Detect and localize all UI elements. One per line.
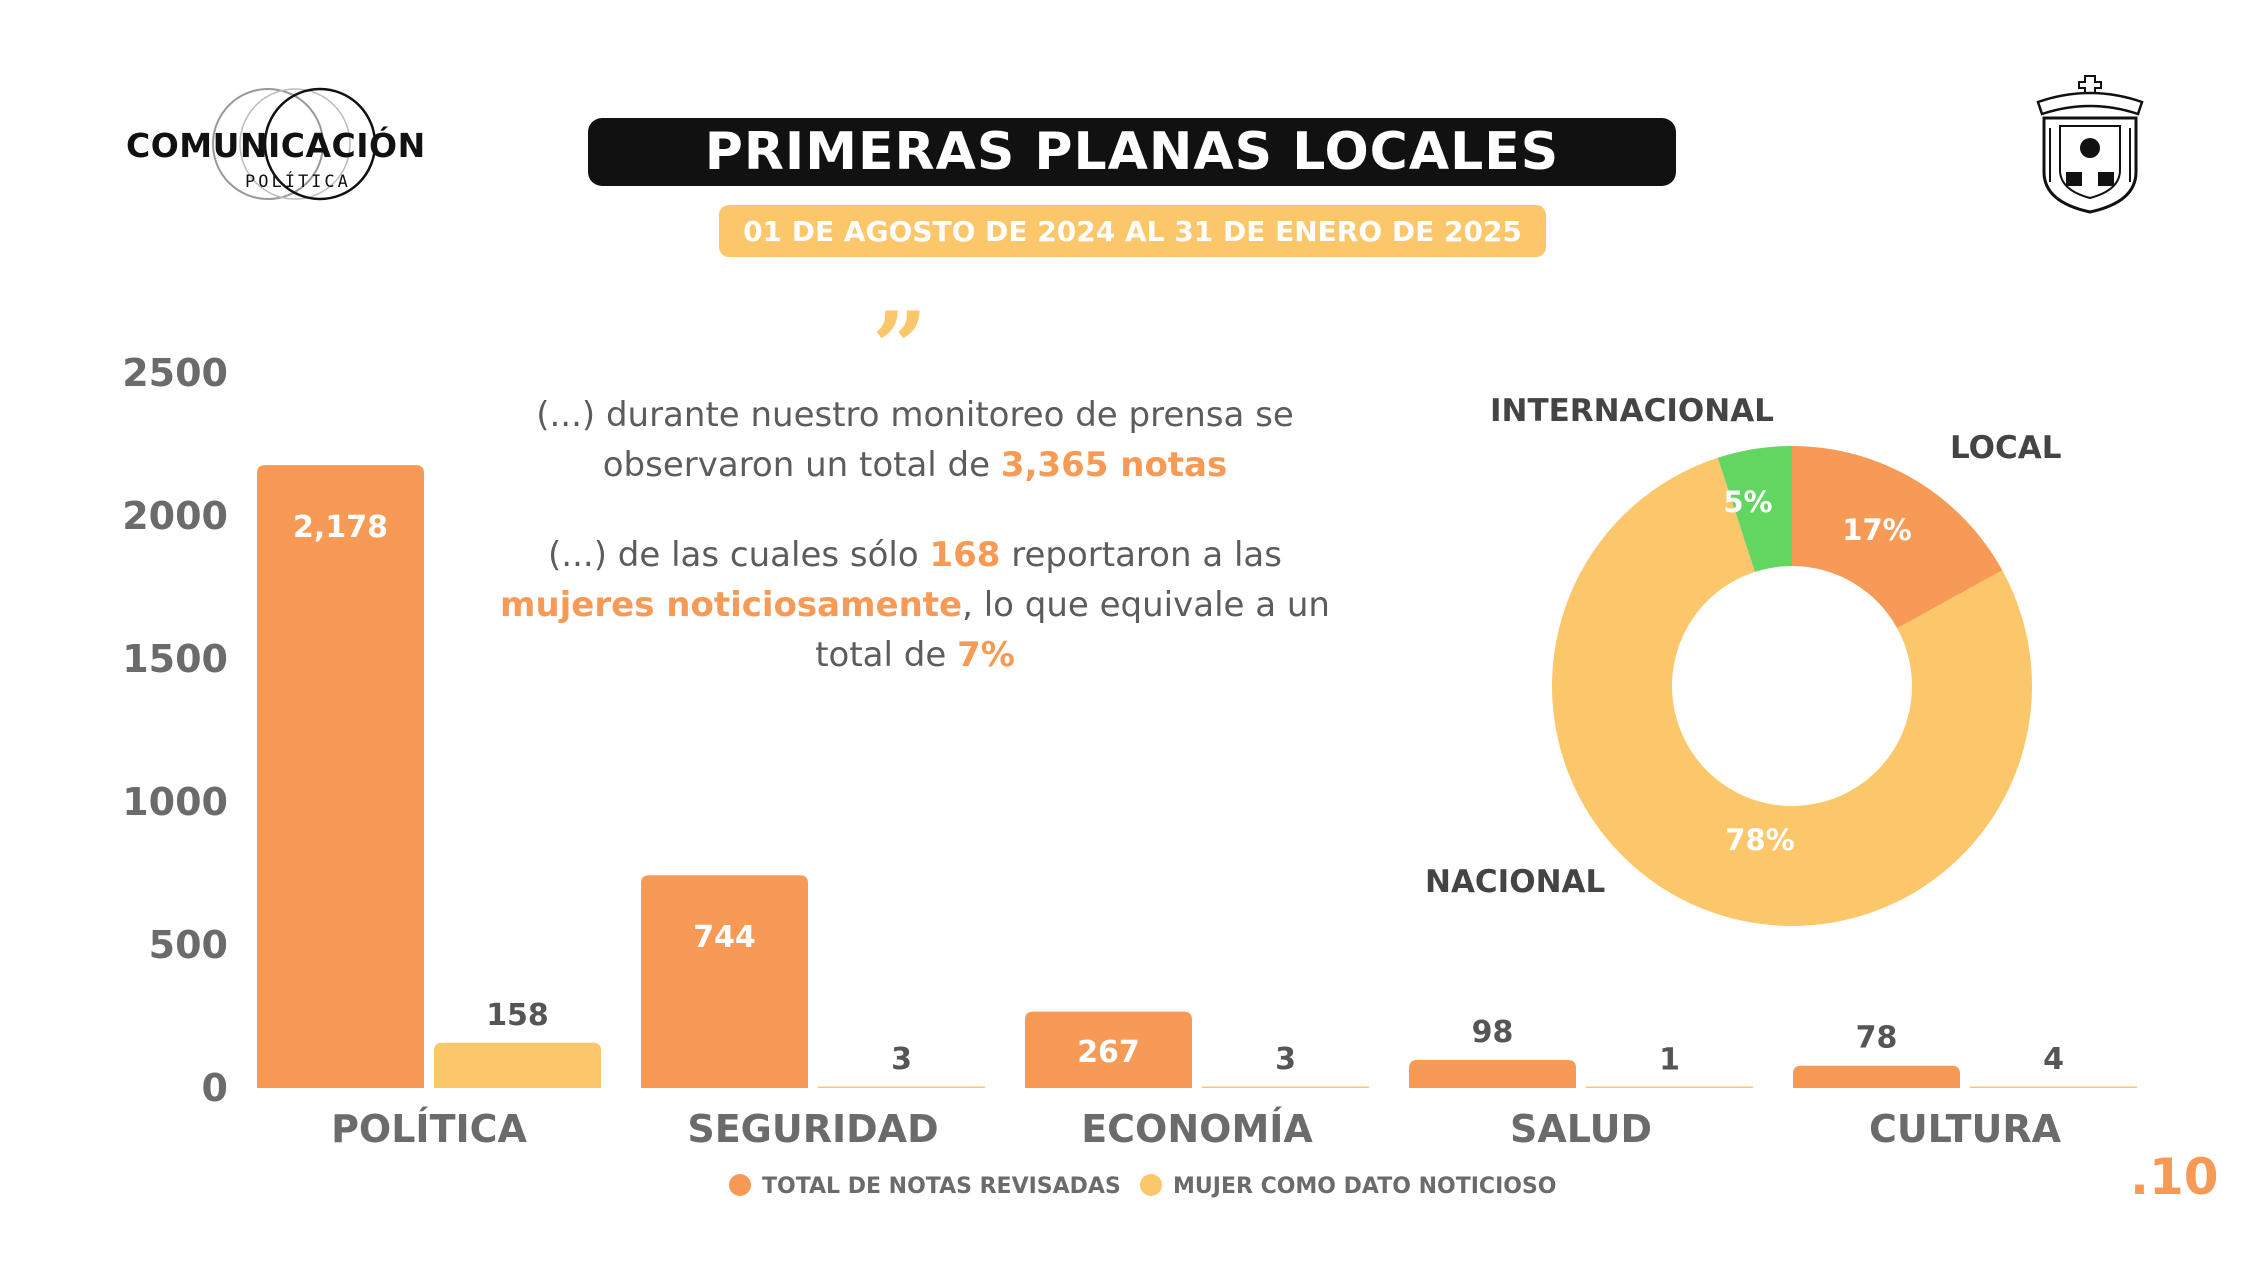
quote-mark-icon: ” xyxy=(872,291,928,404)
page-number: .10 xyxy=(2130,1148,2219,1206)
quote-text-segment: reportaron a las xyxy=(1000,535,1282,575)
bar-total xyxy=(641,875,808,1088)
logo-circles-icon xyxy=(212,87,377,201)
bar-total xyxy=(257,465,424,1088)
bar-mujer xyxy=(1586,1086,1753,1088)
data-label: 4 xyxy=(2043,1042,2064,1077)
slice-percent-label: 78% xyxy=(1725,823,1794,857)
data-label: 267 xyxy=(1077,1035,1140,1070)
y-tick-label: 0 xyxy=(202,1066,228,1110)
data-label: 744 xyxy=(693,920,756,955)
bar-total xyxy=(1409,1059,1576,1088)
data-label: 3 xyxy=(891,1042,912,1077)
title-banner: PRIMERAS PLANAS LOCALES xyxy=(588,118,1676,186)
x-tick-label: POLÍTICA xyxy=(331,1107,527,1151)
legend-swatch xyxy=(1140,1174,1162,1196)
data-label: 1 xyxy=(1659,1043,1680,1078)
legend-label: MUJER COMO DATO NOTICIOSO xyxy=(1173,1174,1557,1199)
logo-wordmark: COMUNICACIÓN xyxy=(126,126,426,165)
crest-icon xyxy=(2036,75,2144,214)
university-crest-logo xyxy=(2030,72,2150,216)
bar-mujer xyxy=(1202,1086,1369,1088)
slice-name-label: NACIONAL xyxy=(1425,864,1605,900)
page-title: PRIMERAS PLANAS LOCALES xyxy=(704,122,1560,182)
bar-mujer xyxy=(818,1086,985,1088)
bar-mujer xyxy=(1970,1086,2137,1088)
x-tick-label: CULTURA xyxy=(1869,1107,2062,1151)
logo-subtitle: POLÍTICA xyxy=(245,172,351,192)
date-range: 01 DE AGOSTO DE 2024 AL 31 DE ENERO DE 2… xyxy=(743,214,1522,248)
quote-text-segment: (...) durante nuestro monitoreo de prens… xyxy=(536,395,1294,485)
y-tick-label: 2000 xyxy=(122,494,228,538)
x-tick-label: ECONOMÍA xyxy=(1081,1107,1313,1151)
legend-swatch xyxy=(729,1174,751,1196)
y-tick-label: 1500 xyxy=(122,637,228,681)
quote-paragraph-2: (...) de las cuales sólo 168 reportaron … xyxy=(480,530,1350,680)
y-tick-label: 1000 xyxy=(122,780,228,824)
bar-total xyxy=(1793,1065,1960,1088)
data-label: 2,178 xyxy=(293,510,388,545)
highlight-women-notes: 168 xyxy=(929,535,1001,575)
slice-name-label: INTERNACIONAL xyxy=(1490,393,1774,429)
donut-slice xyxy=(1717,446,1792,572)
quote-text-segment: (...) de las cuales sólo xyxy=(548,535,930,575)
x-tick-label: SEGURIDAD xyxy=(687,1107,938,1151)
quote-text-segment: , lo que equivale a un total de xyxy=(815,585,1330,675)
slice-percent-label: 17% xyxy=(1842,513,1911,547)
x-tick-label: SALUD xyxy=(1510,1107,1652,1151)
quote-paragraph-1: (...) durante nuestro monitoreo de prens… xyxy=(480,390,1350,490)
highlight-total-notes: 3,365 notas xyxy=(1000,445,1228,485)
slice-percent-label: 5% xyxy=(1723,485,1772,519)
data-label: 98 xyxy=(1472,1015,1514,1050)
bar-mujer xyxy=(434,1042,601,1088)
donut-slice xyxy=(1792,446,2003,629)
comunicacion-politica-logo: COMUNICACIÓN POLÍTICA xyxy=(120,86,470,204)
legend-label: TOTAL DE NOTAS REVISADAS xyxy=(762,1174,1121,1199)
data-label: 158 xyxy=(486,998,549,1033)
data-label: 3 xyxy=(1275,1042,1296,1077)
highlight-percent: 7% xyxy=(957,635,1015,675)
bar-total xyxy=(1025,1011,1192,1088)
slice-name-label: LOCAL xyxy=(1950,430,2062,466)
donut-slice xyxy=(1552,457,2033,926)
quote-text: (...) durante nuestro monitoreo de prens… xyxy=(480,390,1350,720)
data-label: 78 xyxy=(1856,1021,1898,1056)
y-tick-label: 500 xyxy=(149,923,228,967)
highlight-women-phrase: mujeres noticiosamente xyxy=(500,585,963,625)
y-tick-label: 2500 xyxy=(122,351,228,395)
date-range-banner: 01 DE AGOSTO DE 2024 AL 31 DE ENERO DE 2… xyxy=(719,205,1546,257)
